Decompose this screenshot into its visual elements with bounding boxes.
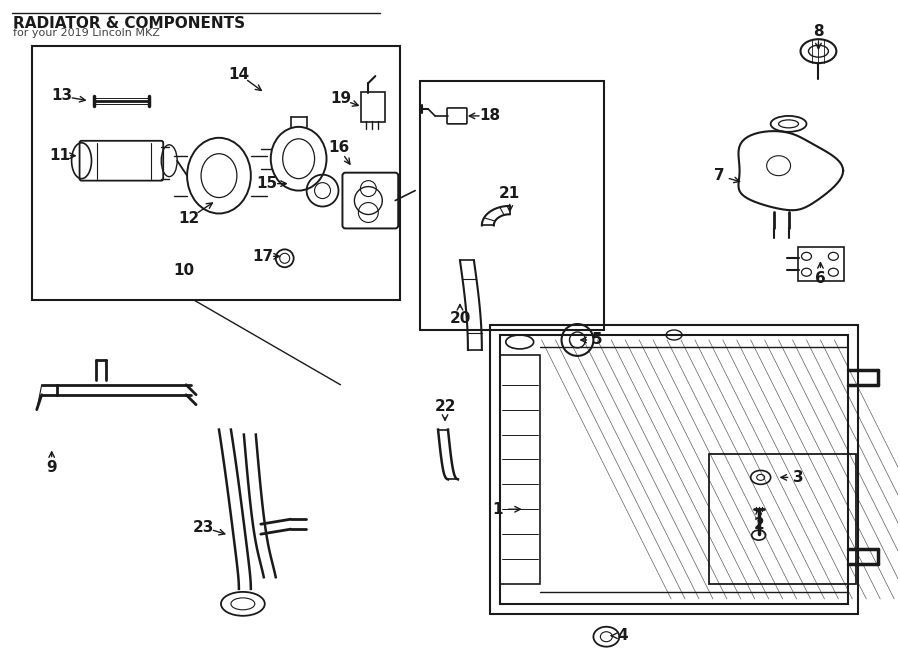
Text: 2: 2: [753, 517, 764, 531]
Text: 5: 5: [592, 332, 603, 348]
Text: 17: 17: [252, 249, 274, 264]
Text: 22: 22: [435, 399, 455, 414]
Text: 16: 16: [328, 140, 349, 155]
Text: 21: 21: [500, 186, 520, 201]
Bar: [32, 46, 400, 300]
Text: for your 2019 Lincoln MKZ: for your 2019 Lincoln MKZ: [13, 28, 159, 38]
Bar: [500, 355, 540, 584]
Text: 23: 23: [193, 520, 213, 535]
Text: 6: 6: [815, 271, 826, 286]
Text: 12: 12: [178, 211, 200, 226]
Text: 15: 15: [256, 176, 277, 191]
Bar: [490, 325, 859, 614]
Text: 7: 7: [714, 168, 724, 183]
Text: 20: 20: [449, 311, 471, 326]
Text: 11: 11: [50, 148, 70, 163]
Bar: [420, 81, 604, 330]
Text: 18: 18: [480, 108, 500, 124]
Text: 3: 3: [793, 470, 804, 485]
Bar: [709, 455, 856, 584]
Text: 14: 14: [229, 67, 249, 81]
Bar: [500, 335, 849, 604]
Text: 10: 10: [174, 263, 194, 278]
Text: 8: 8: [813, 24, 824, 39]
Text: RADIATOR & COMPONENTS: RADIATOR & COMPONENTS: [13, 17, 245, 31]
Text: 4: 4: [617, 628, 627, 643]
Text: 9: 9: [47, 460, 57, 475]
Text: 1: 1: [492, 502, 503, 517]
Text: 19: 19: [330, 91, 351, 106]
Text: 13: 13: [51, 89, 72, 104]
